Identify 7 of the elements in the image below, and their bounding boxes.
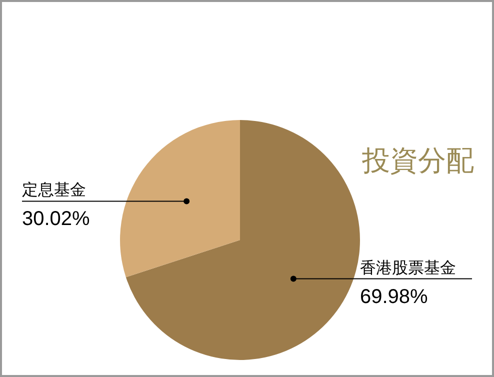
slice-label: 定息基金 [22, 181, 86, 200]
slice-label: 香港股票基金 [360, 258, 456, 277]
pie-slice [126, 120, 360, 360]
pie-slice [120, 120, 240, 278]
text: 投資分配 [361, 145, 474, 176]
data-label: 30.02% [22, 208, 90, 230]
data-label: 69.98% [360, 286, 428, 308]
